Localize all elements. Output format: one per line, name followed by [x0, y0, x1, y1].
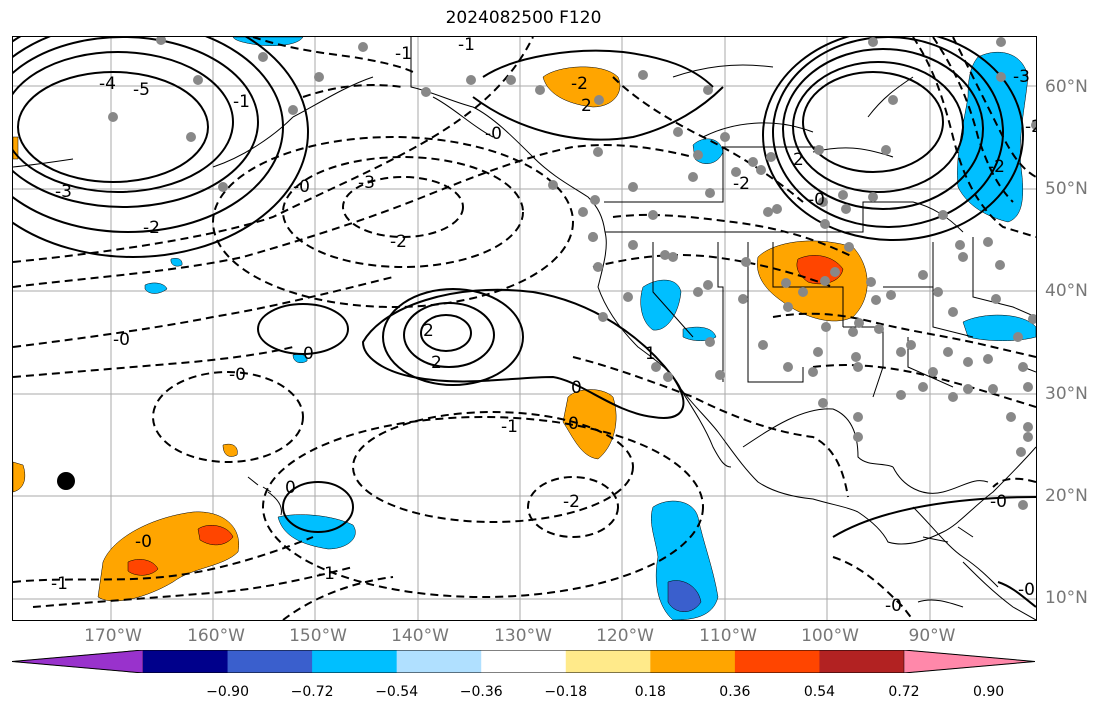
svg-text:-5: -5 [133, 80, 150, 100]
colorbar-tick-label: 0.90 [972, 684, 1005, 700]
svg-text:-3: -3 [1013, 67, 1030, 87]
svg-text:-2: -2 [733, 174, 750, 194]
lat-label-20n: 20°N [1045, 486, 1088, 506]
lon-label-170w: 170°W [84, 626, 142, 646]
colorbar-segment [819, 650, 905, 673]
colorbar-segment [734, 650, 820, 673]
lon-label-90w: 90°W [908, 626, 956, 646]
lat-label-10n: 10°N [1045, 588, 1088, 608]
svg-text:-0: -0 [135, 532, 152, 552]
lat-label-60n: 60°N [1045, 77, 1088, 97]
lon-label-100w: 100°W [801, 626, 859, 646]
colorbar-tick-label: −0.36 [459, 684, 503, 700]
lon-label-160w: 160°W [187, 626, 245, 646]
contour-lines [13, 37, 1036, 608]
svg-text:-0: -0 [293, 177, 310, 197]
colorbar-segment [396, 650, 482, 673]
colorbar-tick-label: −0.72 [290, 684, 334, 700]
colorbar-tick-label: 0.72 [888, 684, 920, 700]
marker-dot [57, 472, 75, 490]
colorbar-tick-label: 0.54 [803, 684, 836, 700]
svg-text:-1: -1 [395, 44, 412, 64]
contour-labels: -4 -5 -3 -2 -1 -0 -1 -1 -2 -3 -2 -0 -0 2… [51, 37, 1036, 616]
svg-text:-1: -1 [51, 574, 68, 594]
map-panel: -4 -5 -3 -2 -1 -0 -1 -1 -2 -3 -2 -0 -0 2… [12, 36, 1037, 621]
colorbar-segment [227, 650, 313, 673]
svg-text:-1: -1 [318, 564, 335, 584]
station-dots [108, 37, 1036, 510]
svg-text:-1: -1 [458, 37, 475, 55]
lon-label-110w: 110°W [699, 626, 757, 646]
svg-text:0: 0 [285, 478, 296, 498]
svg-text:2: 2 [431, 353, 442, 373]
svg-text:-2: -2 [571, 74, 588, 94]
colorbar-extend-right [903, 650, 1035, 673]
svg-text:-0: -0 [229, 365, 246, 385]
svg-text:-2: -2 [390, 232, 407, 252]
colorbar-segment [565, 650, 651, 673]
svg-text:0: 0 [303, 344, 314, 364]
colorbar-segment [143, 650, 229, 673]
svg-text:-3: -3 [55, 182, 72, 202]
svg-text:-0: -0 [485, 124, 502, 144]
colorbar-tick-label: 0.18 [634, 684, 666, 700]
svg-text:-0: -0 [990, 492, 1007, 512]
svg-text:-1: -1 [501, 417, 518, 437]
svg-text:-0: -0 [885, 596, 902, 616]
map-title: 2024082500 F120 [445, 8, 602, 28]
svg-text:2: 2 [423, 321, 434, 341]
svg-text:-0: -0 [1018, 580, 1035, 600]
lon-label-150w: 150°W [289, 626, 347, 646]
lon-label-140w: 140°W [391, 626, 449, 646]
lat-label-40n: 40°N [1045, 281, 1088, 301]
colorbar-extend-left [12, 650, 144, 673]
lon-label-130w: 130°W [494, 626, 552, 646]
colorbar-tick-label: −0.54 [375, 684, 419, 700]
colorbar-tick-label: −0.90 [206, 684, 249, 700]
svg-text:1: 1 [645, 344, 656, 364]
svg-text:0: 0 [568, 414, 579, 434]
svg-text:2: 2 [581, 96, 592, 116]
svg-text:-3: -3 [358, 173, 375, 193]
svg-text:-4: -4 [99, 74, 116, 94]
colorbar-segment [312, 650, 398, 673]
lon-label-120w: 120°W [596, 626, 654, 646]
colorbar-tick-label: 0.36 [719, 684, 751, 700]
map-canvas: -4 -5 -3 -2 -1 -0 -1 -1 -2 -3 -2 -0 -0 2… [13, 37, 1036, 620]
lat-label-30n: 30°N [1045, 384, 1088, 404]
lat-label-50n: 50°N [1045, 179, 1088, 199]
colorbar-segment [481, 650, 567, 673]
colorbar-tick-label: −0.18 [544, 684, 588, 700]
svg-text:-0: -0 [808, 190, 825, 210]
svg-text:-2: -2 [563, 492, 580, 512]
svg-text:2: 2 [793, 150, 804, 170]
svg-text:-2: -2 [143, 218, 160, 238]
contour-lines-dashed [13, 37, 1036, 620]
colorbar-segment [650, 650, 736, 673]
colorbar [12, 650, 1035, 673]
svg-text:-2: -2 [1025, 117, 1036, 137]
svg-text:-1: -1 [233, 92, 250, 112]
svg-text:-2: -2 [988, 157, 1005, 177]
svg-text:0: 0 [571, 378, 582, 398]
svg-text:-0: -0 [113, 330, 130, 350]
